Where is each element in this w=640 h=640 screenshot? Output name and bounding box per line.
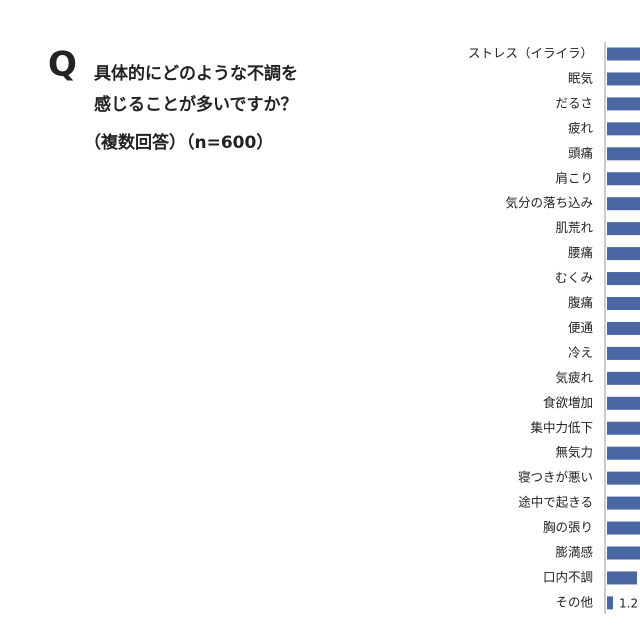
category-label: 無気力 [555, 445, 593, 460]
category-label: 便通 [568, 320, 594, 335]
bar [607, 297, 640, 310]
bar [607, 396, 640, 410]
category-label: 途中で起きる [518, 495, 593, 510]
subtitle: （複数回答）（n=600） [84, 132, 273, 153]
category-label: むくみ [555, 270, 593, 285]
bar [607, 47, 640, 61]
category-label: 胸の張り [543, 520, 593, 535]
question-marker: Q [48, 45, 77, 85]
bar [607, 122, 640, 136]
bar [607, 321, 640, 335]
bar [607, 272, 640, 286]
category-label: 疲れ [568, 120, 594, 135]
category-label: だるさ [555, 95, 593, 110]
bar [607, 596, 613, 610]
bar [607, 446, 640, 460]
category-label: 気疲れ [555, 370, 593, 385]
bar [607, 346, 640, 360]
bar [607, 247, 640, 261]
category-label: 肩こり [555, 170, 593, 185]
bar [607, 172, 640, 186]
bar [607, 421, 640, 435]
bar [607, 571, 637, 585]
category-label: 食欲増加 [543, 395, 593, 410]
bar [607, 546, 640, 560]
bar [607, 371, 640, 385]
bar [607, 521, 640, 535]
title-line: 具体的にどのような不調を [93, 63, 298, 84]
bar [607, 72, 640, 86]
category-label: 冷え [568, 345, 593, 360]
category-label: 気分の落ち込み [505, 195, 593, 210]
category-label: 膨満感 [555, 545, 593, 560]
bar [607, 496, 640, 510]
title-line: 感じることが多いですか？ [94, 94, 298, 115]
value-label: 1.2 [619, 596, 638, 610]
bar [607, 97, 640, 111]
category-label: 肌荒れ [555, 220, 593, 235]
category-label: 寝つきが悪い [518, 470, 593, 485]
category-label: その他 [555, 594, 593, 609]
category-label: ストレス（イライラ） [468, 46, 593, 61]
bar [607, 197, 640, 211]
category-label: 眠気 [568, 70, 593, 85]
category-label: 頭痛 [568, 145, 593, 160]
category-label: 腰痛 [568, 245, 593, 260]
bar [607, 222, 640, 236]
bar [607, 471, 640, 485]
category-label: 集中力低下 [530, 420, 593, 435]
bar [607, 147, 640, 161]
category-label: 腹痛 [568, 295, 593, 310]
category-label: 口内不調 [543, 569, 593, 584]
